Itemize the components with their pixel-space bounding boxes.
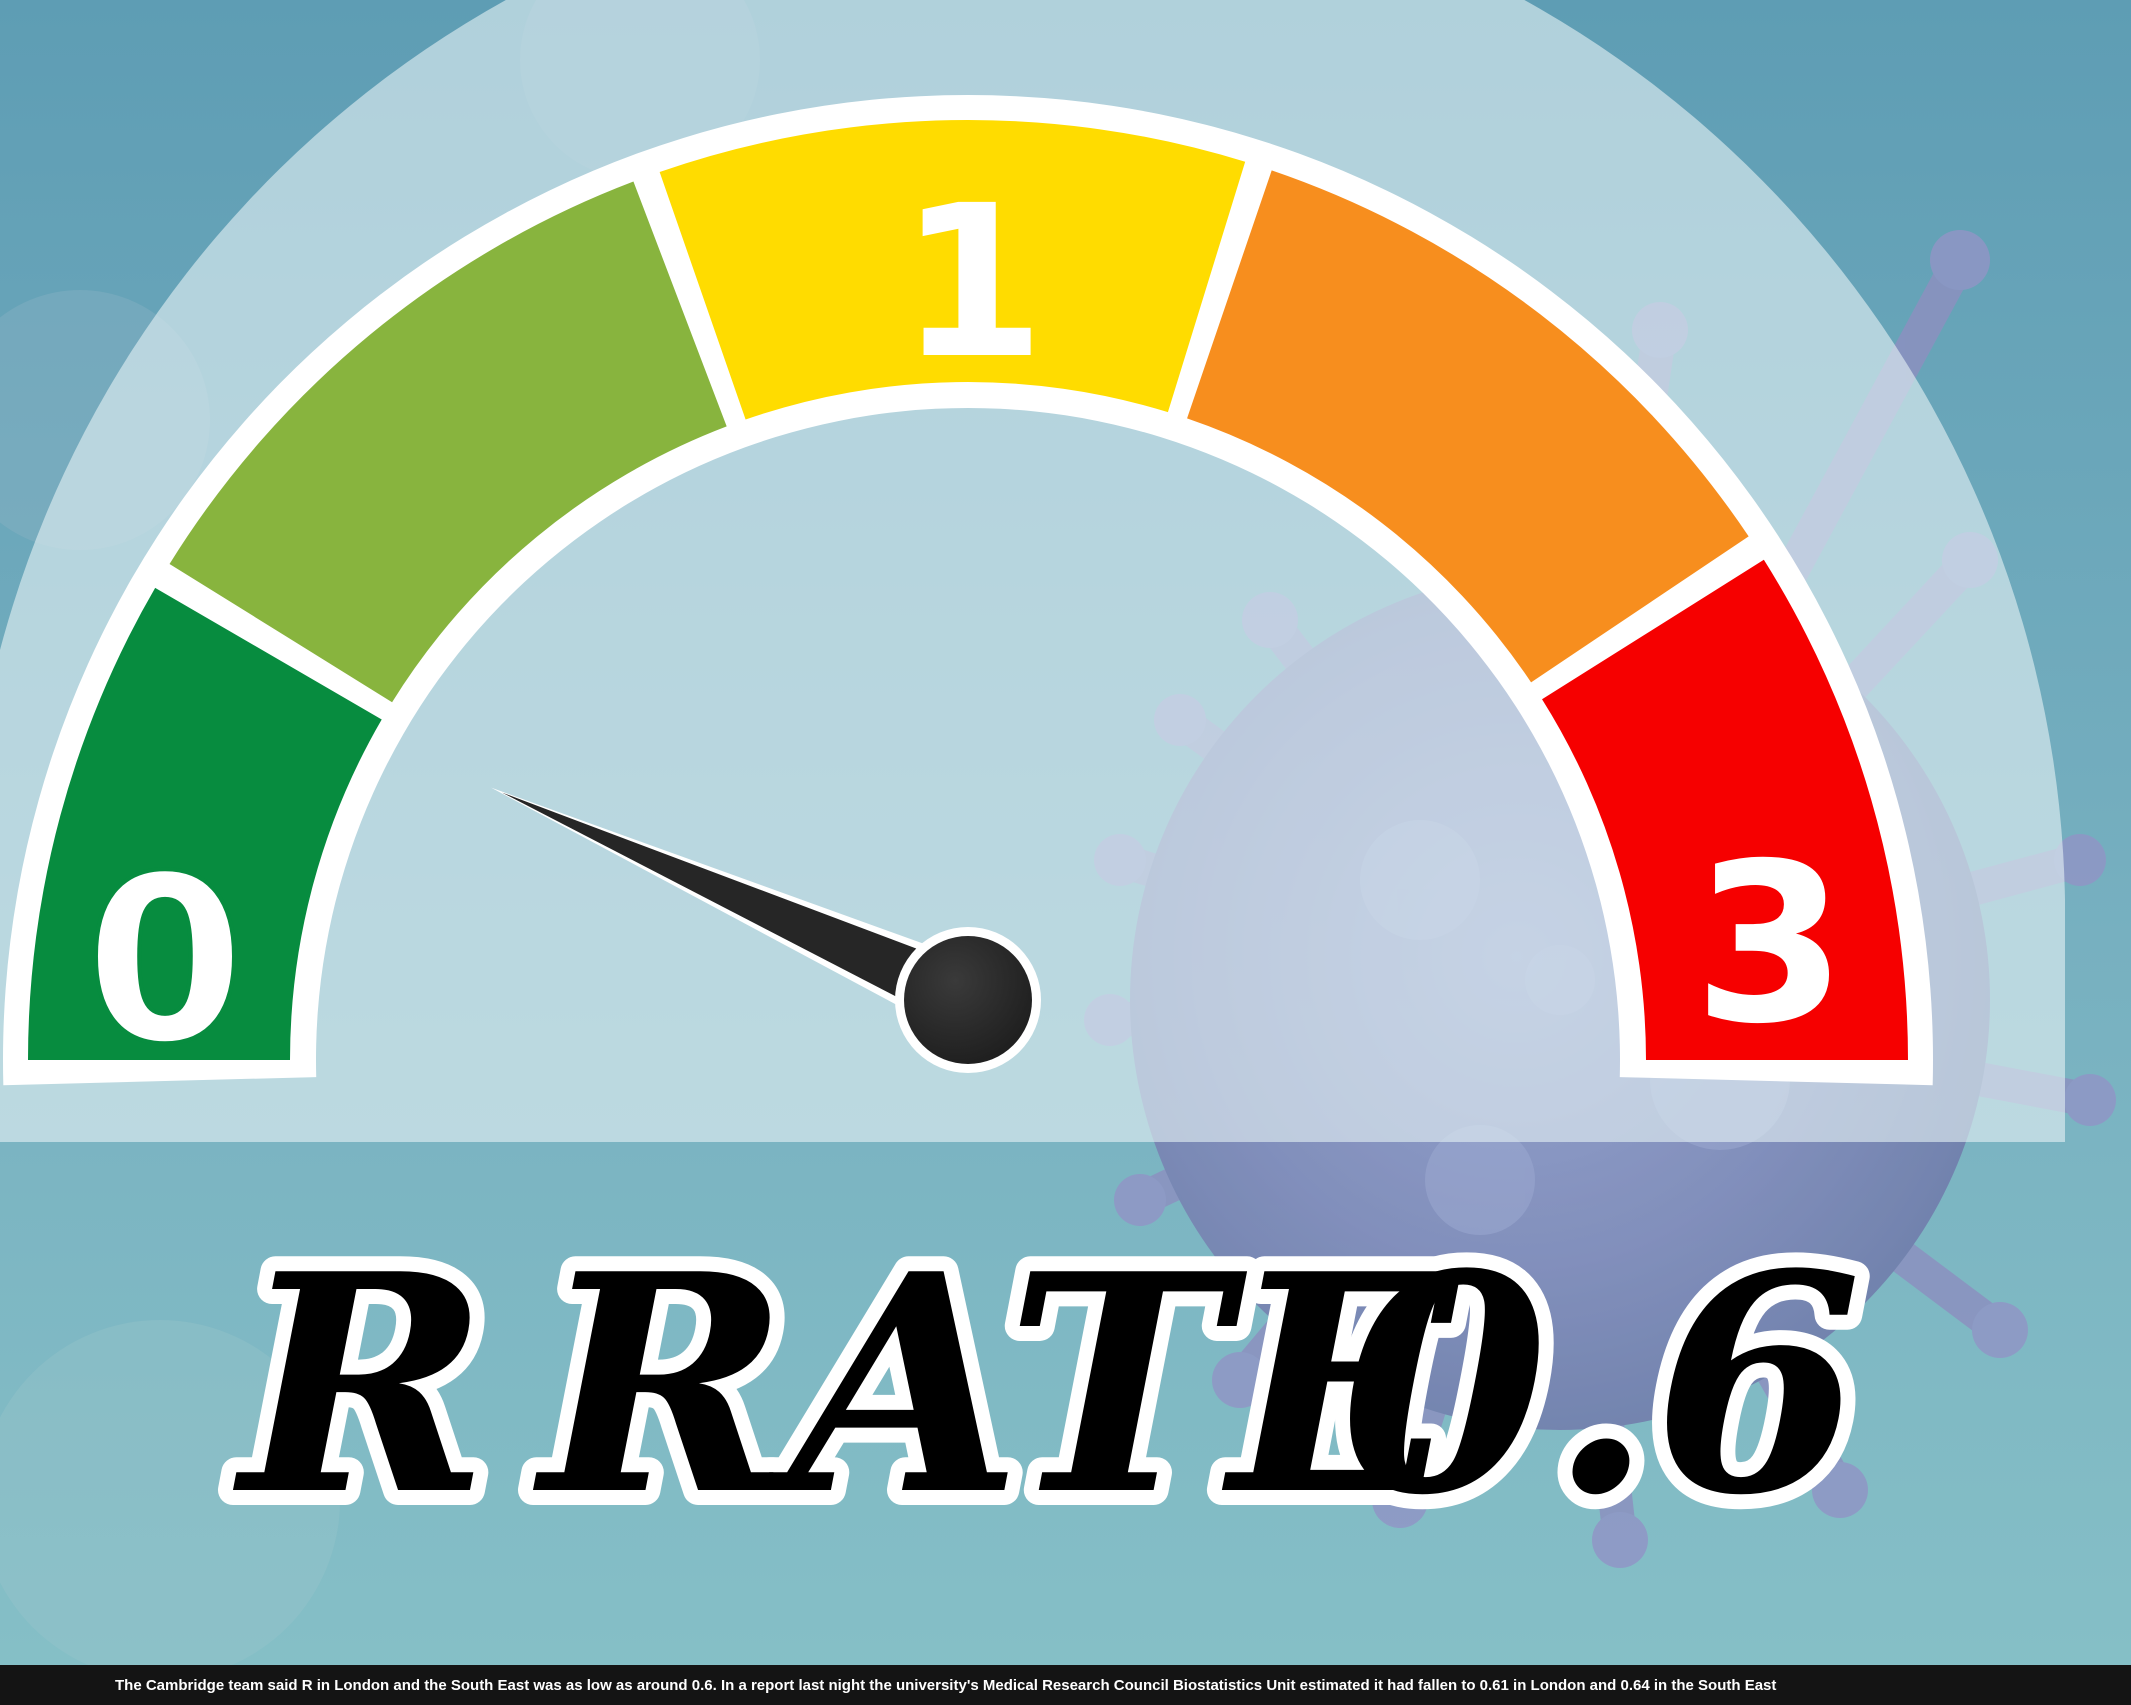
needle [502,792,981,1028]
caption-text: The Cambridge team said R in London and … [115,1676,1777,1694]
svg-text:R: R [231,1208,490,1561]
headline: R RATE 0.6 R RATE 0.6 [216,1193,1877,1576]
headline-value: 0.6 [1340,1208,1862,1561]
gauge-band-red [1542,559,1908,1060]
headline-word: RATE [531,1208,1464,1561]
gauge-band-dark-green [28,587,382,1060]
gauge-band-yellow [659,119,1246,420]
caption-bar: The Cambridge team said R in London and … [0,1665,2131,1705]
gauge-band-light-green [169,181,727,703]
svg-text:0.6: 0.6 [1340,1208,1862,1561]
gauge-label-mid: 1 [899,160,1045,405]
gauge-band-orange [1187,170,1749,683]
gauge-needle [491,787,1041,1073]
gauge-label-max: 3 [1693,816,1846,1072]
needle-hub [904,936,1032,1064]
gauge-label-min: 0 [85,828,245,1095]
svg-text:RATE: RATE [531,1208,1464,1561]
headline-label: R [231,1208,490,1561]
gauge: 0 1 3 [3,95,1934,1097]
